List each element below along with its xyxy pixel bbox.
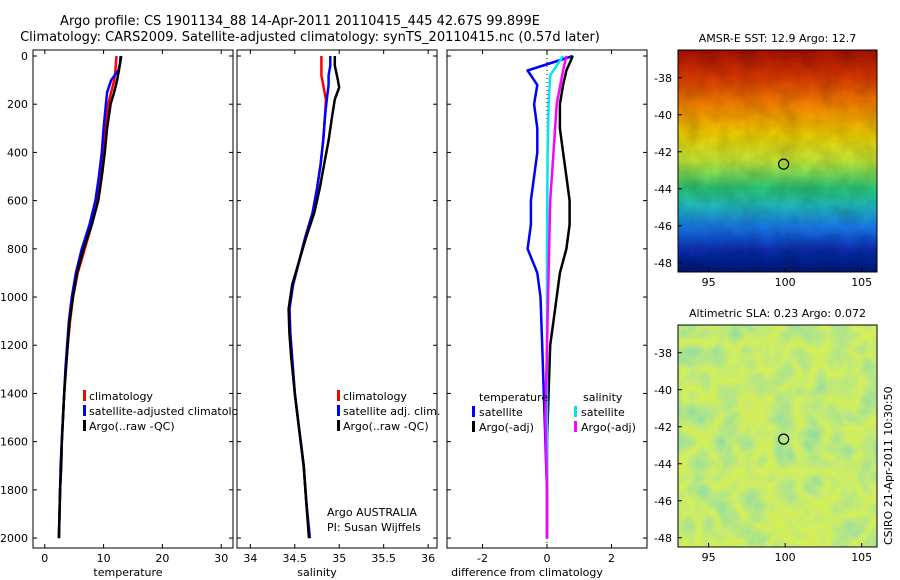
sla-map: Altimetric SLA: 0.23 Argo: 0.072 95 100 105… [654, 307, 878, 564]
temperature-plot: 0 200 400 600 800 1000 1200 1400 1600 1800 2000 0 10… [0, 49, 245, 579]
sla-map-ytick-label: -44 [654, 458, 672, 471]
sla-map-xtick-label: 95 [702, 551, 716, 564]
temperature-axes-box [32, 49, 234, 549]
temperature-legend-swatch [83, 420, 86, 431]
difference-xtick-label: -2 [477, 552, 488, 565]
temperature-xtick-label: 0 [41, 552, 48, 565]
depth-tick-label: 2000 [0, 532, 28, 545]
difference-legend-swatch [472, 421, 475, 432]
salinity-axes-box [236, 49, 438, 549]
salinity-legend-swatch [337, 420, 340, 431]
salinity-series-argo [287, 56, 341, 539]
difference-xtick-label: 2 [608, 552, 615, 565]
difference-xtick-label: 0 [544, 552, 551, 565]
plot-title-line1: Argo profile: CS 1901134_88 14-Apr-2011 … [60, 14, 540, 29]
sla-map-ytick-label: -38 [654, 347, 672, 360]
sst-map-xtick-label: 100 [775, 276, 796, 289]
temperature-legend-swatch [83, 405, 86, 416]
sst-map-ytick-label: -46 [654, 220, 672, 233]
temperature-xtick-label: 10 [97, 552, 111, 565]
sst-map-xtick-label: 95 [702, 276, 716, 289]
difference-legend-group-title: salinity [583, 391, 623, 404]
salinity-xtick-label: 35 [332, 552, 346, 565]
temperature-xtick-label: 30 [214, 552, 228, 565]
depth-tick-label: 600 [7, 195, 28, 208]
difference-legend-label: satellite [479, 406, 523, 419]
sla-map-ytick-label: -42 [654, 421, 672, 434]
depth-tick-label: 1800 [0, 484, 28, 497]
argo-float-location-marker [778, 433, 790, 445]
temperature-series-argo [57, 55, 123, 539]
difference-plot: -2 0 2 difference from climatology temperatu… [446, 49, 648, 579]
sla-map-xtick-label: 105 [851, 551, 872, 564]
depth-tick-label: 1000 [0, 291, 28, 304]
sst-map-ytick-label: -44 [654, 183, 672, 196]
sst-field [678, 50, 877, 272]
sla-field [678, 325, 877, 547]
salinity-legend-label: climatology [343, 390, 407, 403]
data-source-annotation: PI: Susan Wijffels [327, 521, 421, 534]
depth-tick-label: 200 [7, 98, 28, 111]
salinity-legend-label: satellite adj. clim. [343, 405, 440, 418]
salinity-xtick-label: 35.5 [371, 552, 396, 565]
temperature-xtick-label: 20 [155, 552, 169, 565]
salinity-legend-swatch [337, 405, 340, 416]
difference-legend-swatch [472, 406, 475, 417]
salinity-xtick-label: 34.5 [283, 552, 308, 565]
temperature-legend-swatch [83, 390, 86, 401]
difference-legend-label: satellite [581, 406, 625, 419]
difference-legend-swatch [574, 406, 577, 417]
temperature-legend-label: climatology [89, 390, 153, 403]
depth-tick-label: 800 [7, 243, 28, 256]
sst-map-ytick-label: -38 [654, 72, 672, 85]
salinity-xtick-label: 34 [243, 552, 257, 565]
data-source-annotation: Argo AUSTRALIA [327, 506, 417, 519]
salinity-legend-swatch [337, 390, 340, 401]
difference-series-temperature-argo-adj- [545, 55, 574, 539]
temperature-legend-label: Argo(..raw -QC) [89, 420, 175, 433]
salinity-plot: 34 34.5 35 35.5 36 salinity climatology satelli… [236, 49, 440, 579]
depth-tick-label: 1200 [0, 339, 28, 352]
plot-title-line2: Climatology: CARS2009. Satellite-adjuste… [20, 30, 600, 45]
footer-stamp: CSIRO 21-Apr-2011 10:30:50 [882, 386, 895, 545]
difference-legend-swatch [574, 421, 577, 432]
difference-legend-label: Argo(-adj) [479, 421, 534, 434]
salinity-xlabel: salinity [297, 566, 337, 579]
sst-map-xtick-label: 105 [851, 276, 872, 289]
difference-series-salinity-satellite [545, 55, 565, 539]
sla-map-xtick-label: 100 [775, 551, 796, 564]
depth-tick-label: 1400 [0, 387, 28, 400]
difference-xlabel: difference from climatology [451, 566, 603, 579]
sla-map-title: Altimetric SLA: 0.23 Argo: 0.072 [689, 307, 866, 320]
sst-map: AMSR-E SST: 12.9 Argo: 12.7 95 100 105 -38 -4… [654, 32, 878, 289]
argo-float-location-marker [778, 158, 790, 170]
difference-legend-label: Argo(-adj) [581, 421, 636, 434]
depth-tick-label: 0 [21, 50, 28, 63]
sst-map-ytick-label: -48 [654, 257, 672, 270]
salinity-xtick-label: 36 [421, 552, 435, 565]
sla-map-axes-box [677, 324, 878, 548]
sla-map-ytick-label: -48 [654, 532, 672, 545]
sla-map-ytick-label: -46 [654, 495, 672, 508]
temperature-xlabel: temperature [93, 566, 162, 579]
sst-map-axes-box [677, 49, 878, 273]
depth-tick-label: 1600 [0, 436, 28, 449]
salinity-legend-label: Argo(..raw -QC) [343, 420, 429, 433]
sst-map-title: AMSR-E SST: 12.9 Argo: 12.7 [699, 32, 857, 45]
sst-map-ytick-label: -42 [654, 146, 672, 159]
depth-tick-label: 400 [7, 146, 28, 159]
sla-map-ytick-label: -40 [654, 384, 672, 397]
temperature-legend-label: satellite-adjusted climatolog [89, 405, 245, 418]
difference-series-salinity-argo-adj- [544, 55, 568, 539]
difference-legend-group-title: temperature [479, 391, 548, 404]
sst-map-ytick-label: -40 [654, 109, 672, 122]
